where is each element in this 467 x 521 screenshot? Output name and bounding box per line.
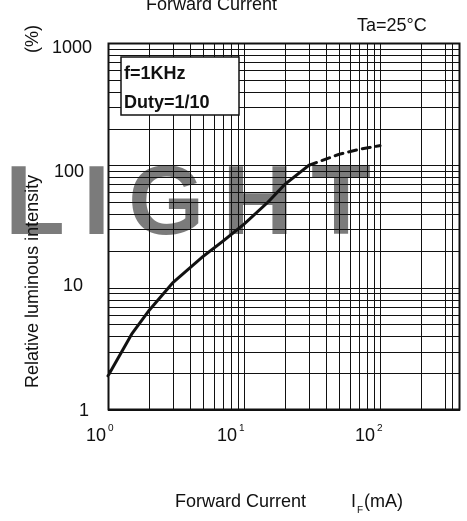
x-tick-label-base: 10 xyxy=(217,425,237,445)
y-axis-unit: (%) xyxy=(22,25,42,53)
series-layer xyxy=(106,144,382,378)
temperature-condition: Ta=25°C xyxy=(357,15,427,35)
x-tick-label-exponent: 2 xyxy=(377,423,383,434)
annotation-duty: Duty=1/10 xyxy=(124,92,210,112)
text-layer: f=1KHz Duty=1/10 Forward Current Ta=25°C Rel… xyxy=(22,0,427,516)
y-tick-label: 1 xyxy=(79,400,89,420)
x-tick-label-exponent: 1 xyxy=(239,423,245,434)
condition-box xyxy=(120,56,240,116)
x-tick-label-base: 10 xyxy=(86,425,106,445)
x-axis-subscript: F xyxy=(357,505,363,516)
y-tick-label: 1000 xyxy=(52,37,92,57)
x-axis-unit: (mA) xyxy=(364,491,403,511)
x-axis-label: Forward Current xyxy=(175,491,306,511)
y-tick-label: 10 xyxy=(63,275,83,295)
x-axis-symbol: I xyxy=(351,491,356,511)
y-tick-label: 100 xyxy=(54,161,84,181)
chart-title: Forward Current xyxy=(146,0,277,14)
x-tick-label-exponent: 0 xyxy=(108,423,114,434)
x-tick-label-base: 10 xyxy=(355,425,375,445)
plot-frame xyxy=(107,42,461,411)
series-line-solid xyxy=(106,163,311,378)
annotation-frequency: f=1KHz xyxy=(124,63,186,83)
series-line-dashed xyxy=(307,144,382,167)
y-axis-label: Relative luminous intensity xyxy=(22,175,42,388)
